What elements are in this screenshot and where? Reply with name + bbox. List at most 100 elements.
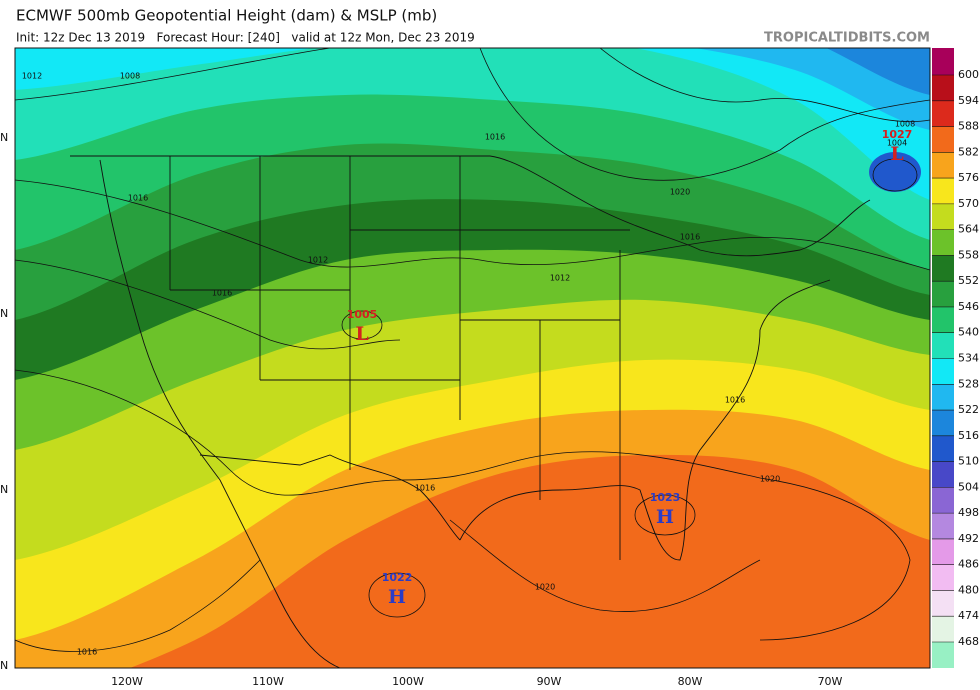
subtitle: Init: 12z Dec 13 2019 Forecast Hour: [24…	[16, 31, 475, 45]
colorbar-swatch	[932, 358, 954, 385]
colorbar-swatch	[932, 616, 954, 642]
isobar-label: 1016	[725, 396, 745, 405]
isobar-label: 1016	[77, 648, 97, 657]
latitude-label: N	[0, 307, 8, 320]
us-mexico-border	[199, 454, 461, 541]
latitude-label: N	[0, 131, 8, 144]
colorbar-swatch	[932, 487, 954, 514]
height-bands	[15, 48, 930, 668]
colorbar-swatch	[932, 48, 954, 75]
colorbar-swatch	[932, 126, 954, 153]
pressure-center-value: 1027	[882, 128, 913, 141]
isobar-label: 1016	[212, 289, 232, 298]
colorbar-label: 546	[958, 300, 979, 313]
colorbar-swatch	[932, 564, 954, 591]
latitude-label: N	[0, 483, 8, 496]
isobar	[479, 48, 930, 181]
isobar-label: 1004	[887, 139, 907, 148]
colorbar-swatch	[932, 75, 954, 101]
colorbar-label: 588	[958, 120, 979, 133]
longitude-label: 100W	[392, 675, 424, 688]
longitude-label: 70W	[818, 675, 843, 688]
isobar	[341, 310, 383, 340]
colorbar-swatch	[932, 281, 954, 307]
west-coast	[99, 159, 341, 668]
colorbar-label: 516	[958, 429, 979, 442]
colorbar-label: 582	[958, 145, 979, 158]
colorbar-swatch	[932, 203, 954, 230]
title: ECMWF 500mb Geopotential Height (dam) & …	[16, 7, 437, 25]
colorbar-swatch	[932, 513, 954, 539]
longitude-label: 110W	[252, 675, 284, 688]
colorbar-label: 474	[958, 609, 979, 622]
colorbar-label: 480	[958, 583, 979, 596]
colorbar-swatch	[932, 410, 954, 436]
colorbar-swatch	[932, 255, 954, 282]
pressure-center-letter: H	[656, 506, 674, 528]
latitude-label: N	[0, 659, 8, 672]
pressure-center-letter: H	[388, 586, 406, 608]
colorbar-swatch	[932, 590, 954, 617]
colorbar-swatch	[932, 435, 954, 462]
isobar-label: 1020	[670, 188, 690, 197]
pressure-center-value: 1022	[382, 571, 413, 584]
pressure-center-letter: L	[890, 143, 903, 165]
colorbar-swatch	[932, 332, 954, 359]
colorbar-label: 498	[958, 506, 979, 519]
isobar-label: 1008	[120, 72, 140, 81]
colorbar-swatch	[932, 178, 954, 204]
longitude-label: 80W	[678, 675, 703, 688]
colorbar-label: 486	[958, 558, 979, 571]
isobar-label: 1016	[415, 484, 435, 493]
colorbar: 600 594 588 582 576 570 564 558 552 546 540 534 528 5…	[932, 48, 979, 668]
colorbar-swatch	[932, 306, 954, 333]
isobar	[872, 158, 918, 192]
gulf-coast	[459, 279, 831, 561]
isobar-label: 1012	[308, 256, 328, 265]
credit: TROPICALTIDBITS.COM	[764, 31, 930, 46]
isobar-label: 1016	[128, 194, 148, 203]
isobar	[15, 259, 401, 350]
isobar-label: 1012	[550, 274, 570, 283]
colorbar-label: 468	[958, 635, 979, 648]
colorbar-swatch	[932, 100, 954, 127]
isobar-label: 1012	[22, 72, 42, 81]
isobar	[368, 572, 426, 618]
colorbar-swatch	[932, 152, 954, 179]
lines	[15, 48, 930, 668]
map-frame	[14, 47, 931, 669]
isobar	[449, 519, 761, 612]
colorbar-label: 576	[958, 171, 979, 184]
colorbar-label: 600	[958, 68, 979, 81]
isobar	[15, 369, 911, 641]
colorbar-swatch	[932, 538, 954, 565]
colorbar-swatch	[932, 384, 954, 411]
isobar	[15, 48, 331, 101]
colorbar-label: 540	[958, 326, 979, 339]
pressure-center-letter: L	[355, 323, 368, 345]
colorbar-label: 594	[958, 94, 979, 107]
colorbar-swatch	[932, 229, 954, 256]
colorbar-label: 510	[958, 455, 979, 468]
longitude-label: 120W	[111, 675, 143, 688]
colorbar-label: 558	[958, 248, 979, 261]
longitude-label: 90W	[537, 675, 562, 688]
colorbar-swatch	[932, 461, 954, 488]
pressure-center-value: 1023	[650, 491, 681, 504]
pressure-center-value: 1005	[347, 308, 378, 321]
colorbar-label: 522	[958, 403, 979, 416]
isobar	[15, 559, 261, 652]
isobar-label: 1008	[895, 120, 915, 129]
isobar-label: 1020	[535, 583, 555, 592]
colorbar-label: 552	[958, 274, 979, 287]
colorbar-swatch	[932, 642, 954, 668]
colorbar-label: 504	[958, 480, 979, 493]
isobar-label: 1016	[680, 233, 700, 242]
us-canada-border	[70, 155, 871, 257]
isobar-label: 1020	[760, 475, 780, 484]
map-labels: 120W 110W 100W 90W 80W 70W N N N N 1012 1008 1016 102…	[0, 72, 915, 689]
state-lines	[169, 156, 630, 560]
isobar	[599, 48, 930, 122]
isobar-label: 1016	[485, 133, 505, 142]
